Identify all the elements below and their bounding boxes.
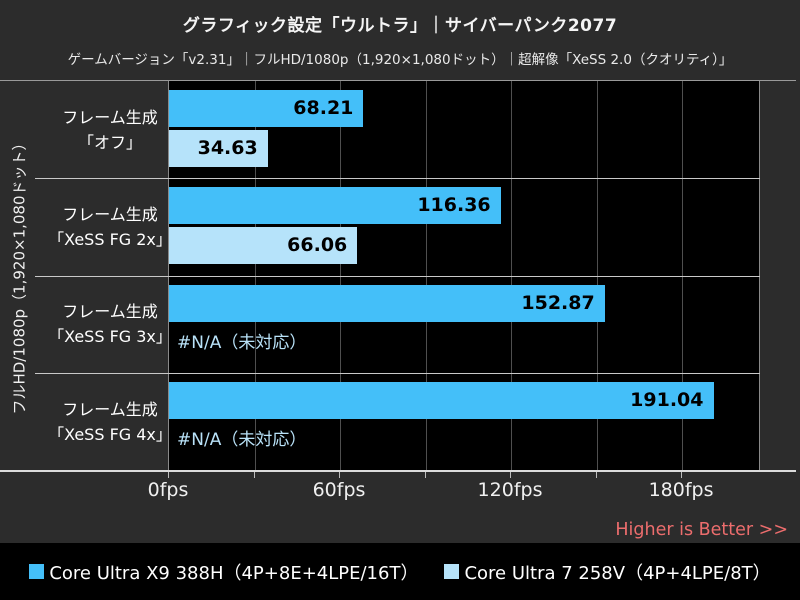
legend-swatch-icon xyxy=(444,564,460,579)
higher-is-better-note: Higher is Better >> xyxy=(615,520,788,540)
bar-u7-258v-fg-off: 34.63 xyxy=(169,130,268,167)
chart-title: グラフィック設定「ウルトラ」｜サイバーパンク2077 xyxy=(182,16,618,36)
bar-x9-388h-fg-off: 68.21 xyxy=(169,90,364,127)
na-label-fg4x: #N/A（未対応） xyxy=(177,430,307,450)
bar-value-label: 66.06 xyxy=(287,234,348,256)
row-separator xyxy=(35,373,760,374)
x-axis-labels: 0fps 60fps 120fps 180fps xyxy=(148,479,760,505)
bar-value-label: 152.87 xyxy=(521,292,595,314)
legend-entry-u7-258v: Core Ultra 7 258V（4P+4LPE/8T） xyxy=(444,559,771,585)
plot-top-border xyxy=(0,80,796,81)
legend: Core Ultra X9 388H（4P+8E+4LPE/16T） Core … xyxy=(0,543,800,600)
row-separator xyxy=(35,276,760,277)
category-label-fg3x: フレーム生成 「XeSS FG 3x」 xyxy=(48,302,172,346)
bar-value-label: 68.21 xyxy=(293,97,354,119)
plot-area: 68.21 34.63 116.36 66.06 152.87 #N/A（未対応… xyxy=(168,81,760,470)
x-tick-label: 0fps xyxy=(147,479,189,501)
bar-x9-388h-fg4x: 191.04 xyxy=(169,382,714,419)
category-label-fg2x: フレーム生成 「XeSS FG 2x」 xyxy=(48,205,172,249)
bar-value-label: 116.36 xyxy=(417,194,491,216)
x-tick-label: 180fps xyxy=(648,479,714,501)
legend-label: Core Ultra X9 388H（4P+8E+4LPE/16T） xyxy=(49,562,419,584)
legend-entry-x9-388h: Core Ultra X9 388H（4P+8E+4LPE/16T） xyxy=(29,559,418,585)
row-separator xyxy=(35,178,760,179)
category-label-fg4x: フレーム生成 「XeSS FG 4x」 xyxy=(48,400,172,444)
bar-value-label: 34.63 xyxy=(197,137,258,159)
category-label-fg-off: フレーム生成 「オフ」 xyxy=(62,108,158,152)
y-axis-label: フルHD/1080p（1,920×1,080ドット） xyxy=(10,135,29,415)
x-axis-ticks xyxy=(168,472,760,479)
legend-swatch-icon xyxy=(29,564,45,579)
x-tick-label: 120fps xyxy=(477,479,543,501)
bar-u7-258v-fg2x: 66.06 xyxy=(169,227,358,264)
bar-value-label: 191.04 xyxy=(630,389,704,411)
bar-x9-388h-fg2x: 116.36 xyxy=(169,187,501,224)
legend-label: Core Ultra 7 258V（4P+4LPE/8T） xyxy=(464,562,771,584)
x-axis-line xyxy=(0,470,796,472)
na-label-fg3x: #N/A（未対応） xyxy=(177,333,307,353)
x-tick-label: 60fps xyxy=(312,479,366,501)
bar-x9-388h-fg3x: 152.87 xyxy=(169,285,605,322)
chart-subtitle: ゲームバージョン「v2.31」｜フルHD/1080p（1,920×1,080ドッ… xyxy=(67,52,733,68)
